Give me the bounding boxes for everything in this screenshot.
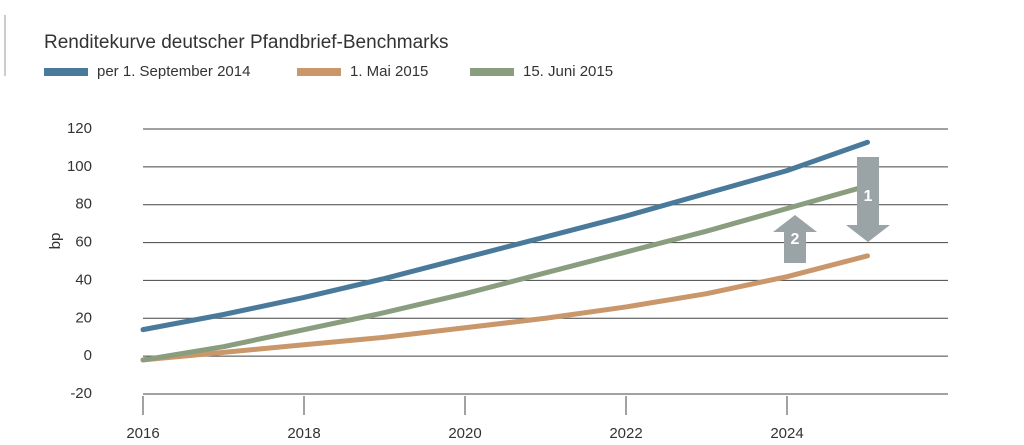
legend-swatch bbox=[44, 68, 88, 76]
y-tick-label: 20 bbox=[75, 309, 92, 326]
legend-label: 1. Mai 2015 bbox=[350, 63, 428, 80]
legend-swatch bbox=[297, 68, 341, 76]
x-tick-label: 2018 bbox=[287, 425, 320, 442]
annotation: 2 bbox=[791, 231, 800, 248]
arrow-up bbox=[773, 215, 817, 263]
arrows: 1 2 bbox=[773, 157, 890, 263]
x-tick-label: 2022 bbox=[609, 425, 642, 442]
legend-label: per 1. September 2014 bbox=[97, 63, 250, 80]
series-line bbox=[140, 183, 870, 363]
y-tick-label: 120 bbox=[67, 120, 92, 137]
y-tick-label: -20 bbox=[70, 385, 92, 402]
y-tick-label: 40 bbox=[75, 271, 92, 288]
y-axis-label: bp bbox=[47, 233, 64, 250]
y-tick-label: 60 bbox=[75, 234, 92, 251]
y-tick-label: 0 bbox=[84, 347, 92, 364]
x-tick-label: 2016 bbox=[126, 425, 159, 442]
arrow-down bbox=[846, 157, 890, 242]
series-line bbox=[140, 139, 870, 333]
x-tick-label: 2024 bbox=[770, 425, 803, 442]
x-tick-label: 2020 bbox=[448, 425, 481, 442]
y-tick-label: 100 bbox=[67, 158, 92, 175]
annotation: 1 bbox=[864, 188, 873, 205]
legend-label: 15. Juni 2015 bbox=[523, 63, 613, 80]
chart-title: Renditekurve deutscher Pfandbrief-Benchm… bbox=[44, 32, 448, 53]
legend-swatch bbox=[470, 68, 514, 76]
series-line bbox=[140, 253, 870, 363]
y-tick-label: 80 bbox=[75, 196, 92, 213]
